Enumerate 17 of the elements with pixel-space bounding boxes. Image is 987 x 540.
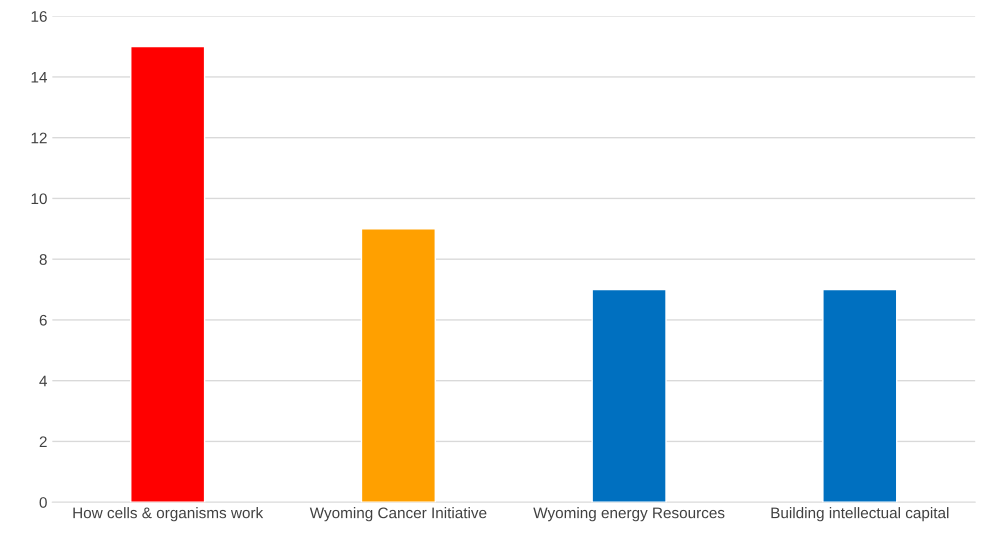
y-tick-label: 0 <box>40 497 47 508</box>
x-tick-label: How cells & organisms work <box>73 507 264 522</box>
y-tick-label: 2 <box>40 436 47 447</box>
y-tick-label: 12 <box>32 132 47 144</box>
bar <box>130 46 206 502</box>
y-tick-label: 10 <box>32 193 47 204</box>
y-tick-label: 14 <box>32 72 48 82</box>
x-tick-label: Building intellectual capital <box>771 507 948 522</box>
y-tick-label: 4 <box>39 376 48 386</box>
y-tick-label: 6 <box>40 314 47 326</box>
x-tick-label: Wyoming Cancer Initiative <box>310 507 486 522</box>
bar <box>591 288 667 502</box>
y-tick-label: 8 <box>40 254 47 265</box>
x-tick-label: Wyoming energy Resources <box>533 507 724 522</box>
y-tick-label: 16 <box>32 11 47 22</box>
bar <box>360 228 436 502</box>
bar <box>822 288 898 502</box>
